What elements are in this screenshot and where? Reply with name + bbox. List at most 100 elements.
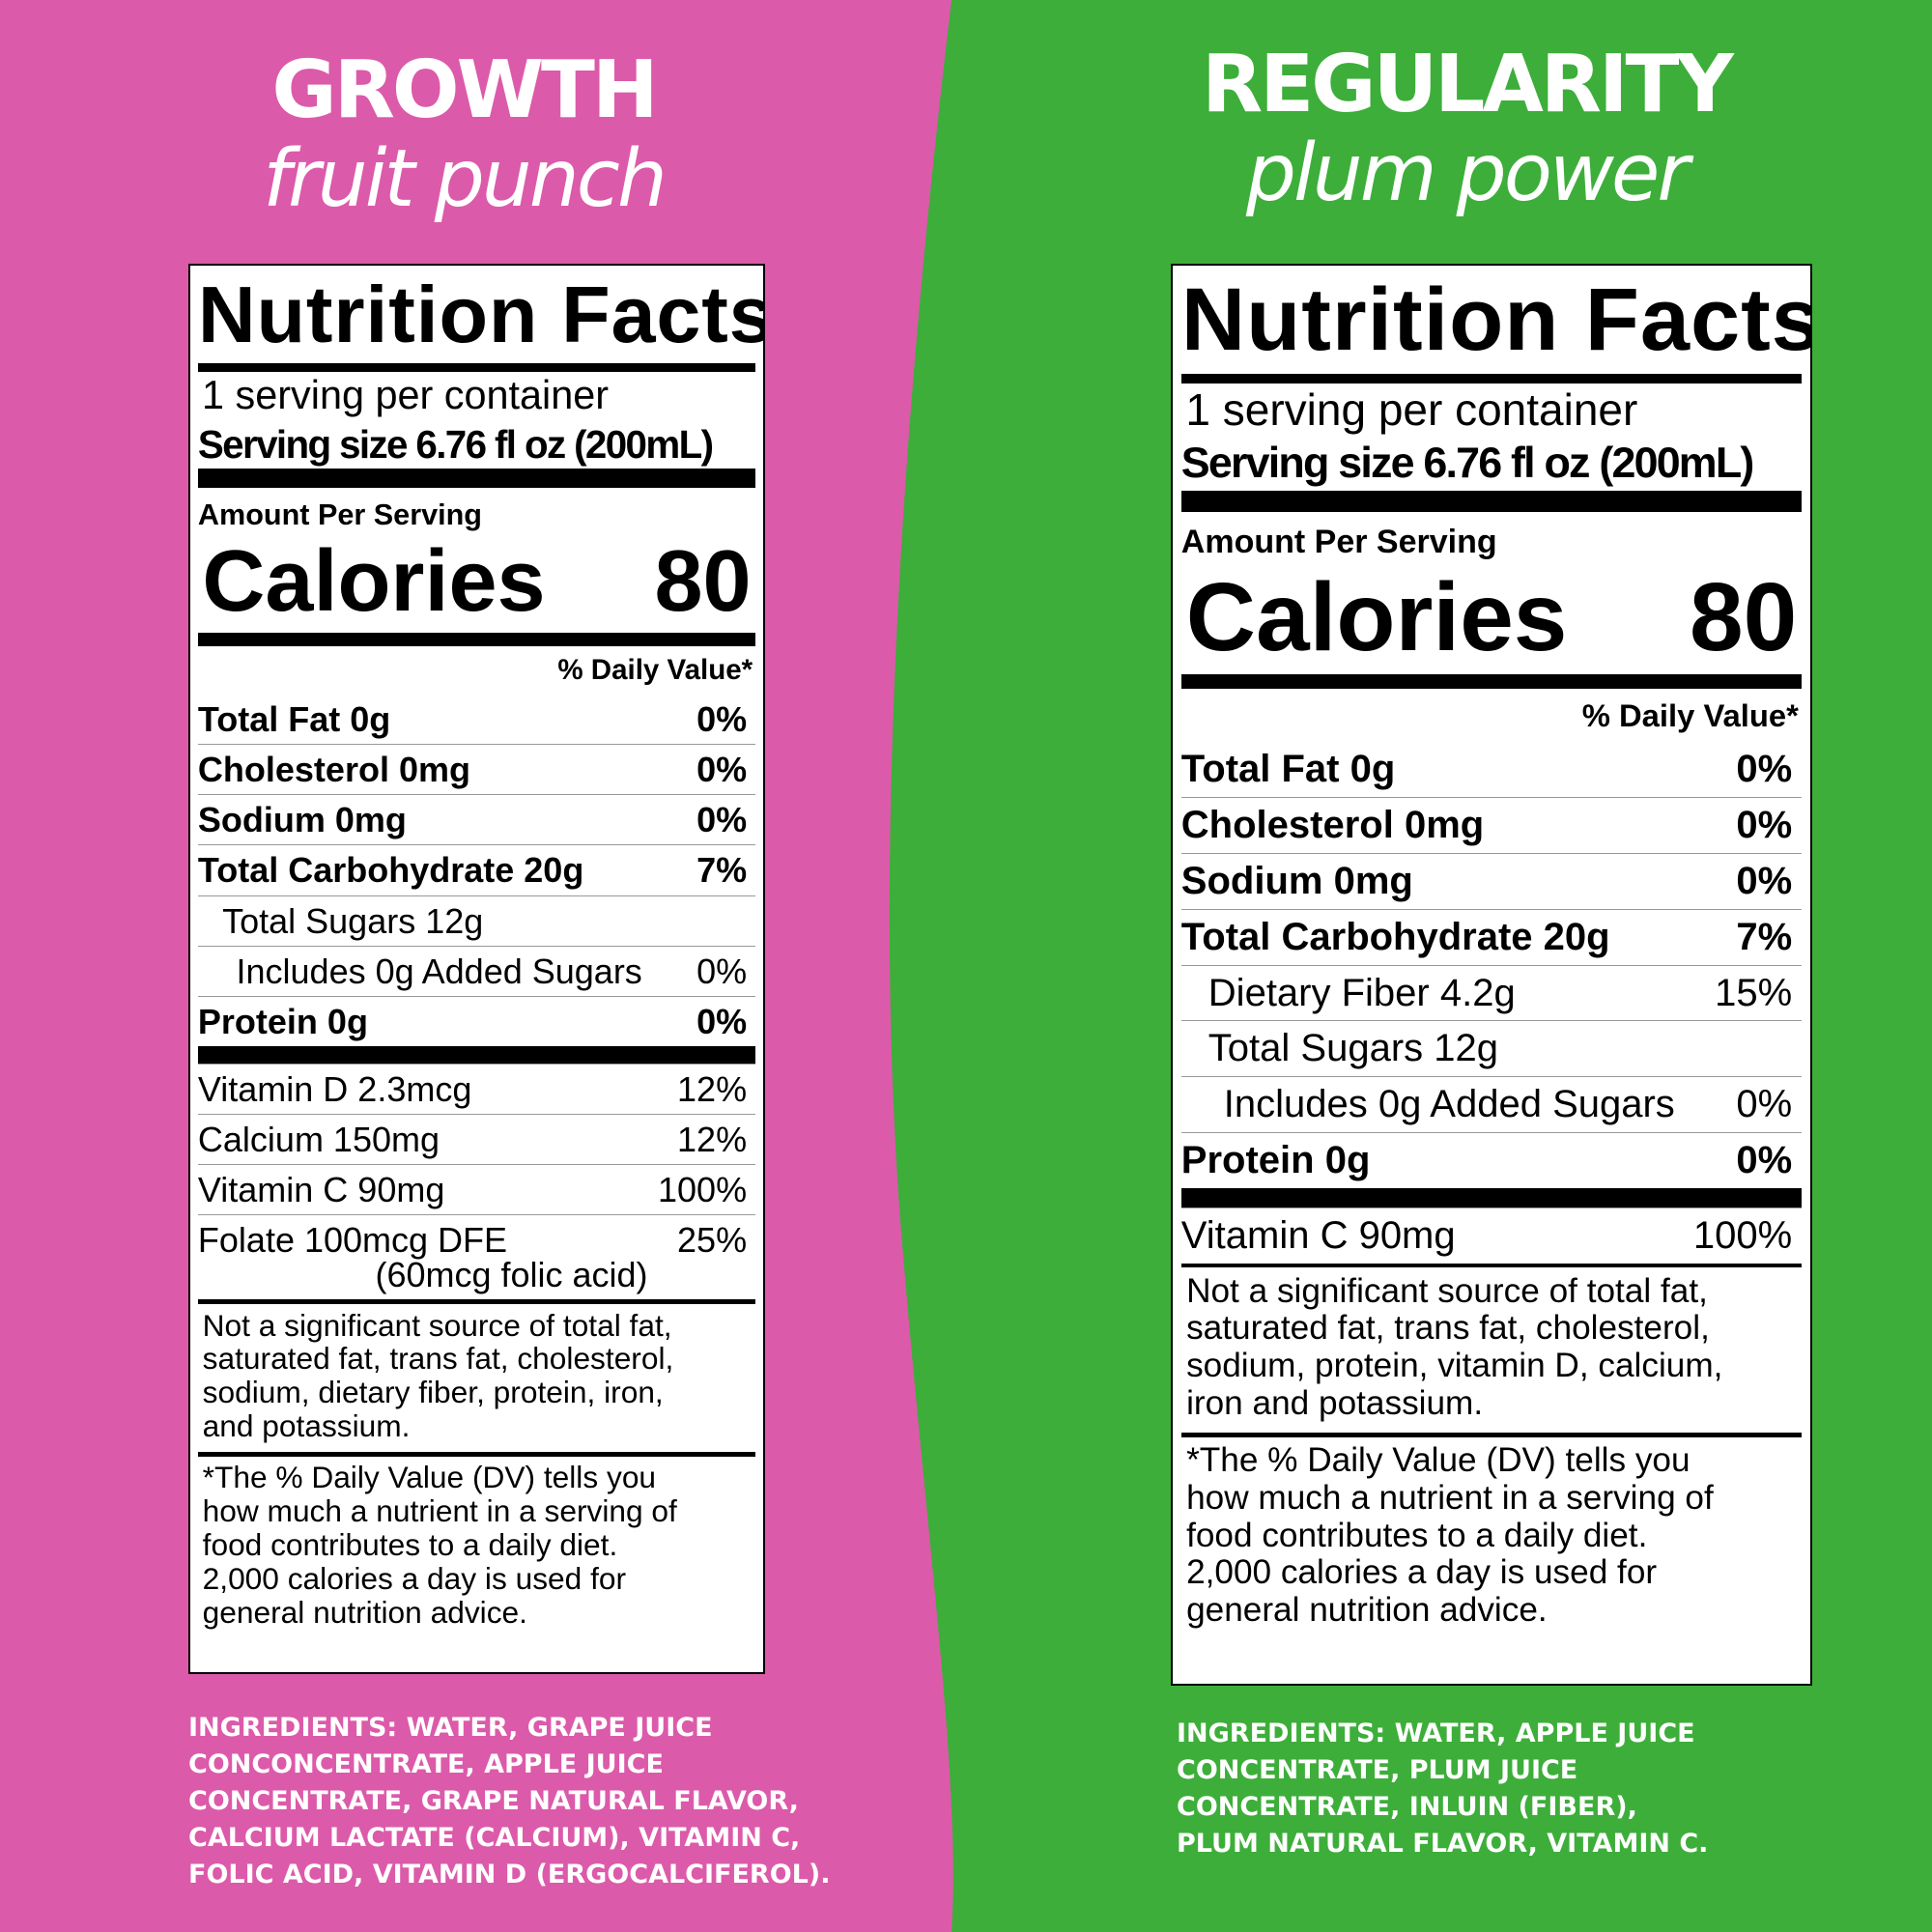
daily-value: 25% — [677, 1220, 748, 1261]
daily-value: 15% — [1715, 971, 1793, 1014]
daily-value: 12% — [677, 1120, 748, 1160]
rule — [1180, 491, 1803, 513]
nutrient-row: Protein 0g 0% — [197, 995, 756, 1046]
title-line: plum power — [1245, 128, 1690, 219]
not-significant: Not a significant source of total fat, sa… — [198, 1304, 755, 1453]
daily-value: 0% — [1736, 748, 1793, 791]
nutrient-name: Total Carbohydrate 20g — [1180, 915, 1610, 958]
nutrient-name: Dietary Fiber 4.2g — [1208, 971, 1516, 1014]
nutrient-row: Sodium 0mg 0% — [197, 794, 756, 844]
ingredients-line: CALCIUM LACTATE (CALCIUM), VITAMIN C, — [188, 1823, 801, 1853]
footnote-line: Not a significant source of total fat, — [202, 1307, 672, 1343]
footnote-line: general nutrition advice. — [1186, 1591, 1548, 1630]
ingredients: INGREDIENTS: WATER, APPLE JUICE CONCENTRA… — [1177, 1716, 1708, 1862]
calories-row: Calories 80 — [198, 536, 755, 633]
footnote-line: *The % Daily Value (DV) tells you — [202, 1460, 657, 1495]
title-line: GROWTH — [271, 44, 658, 136]
daily-value: 0% — [696, 951, 748, 991]
nutrient-name: Total Sugars 12g — [1208, 1027, 1498, 1070]
footnote-line: sodium, dietary fiber, protein, iron, — [202, 1375, 664, 1410]
ingredients-line: INGREDIENTS: WATER, GRAPE JUICE — [188, 1713, 713, 1743]
nutrient-row: Total Fat 0g 0% — [198, 695, 755, 744]
daily-value: 7% — [696, 850, 748, 891]
footnote-line: food contributes to a daily diet. — [1186, 1516, 1648, 1554]
label-title: Nutrition Facts — [1180, 270, 1812, 369]
footnote-line: and potassium. — [202, 1408, 411, 1444]
nutrient-name: Total Fat 0g — [1180, 748, 1396, 791]
calories-label: Calories — [202, 533, 546, 631]
nutrient-name: Total Fat 0g — [197, 699, 391, 740]
nutrient-row: Includes 0g Added Sugars 0% — [197, 945, 756, 996]
servings: 1 serving per container — [1185, 384, 1638, 436]
rule — [197, 1299, 756, 1304]
nutrient-row: Folate 100mcg DFE 25% — [197, 1214, 756, 1264]
daily-value: 0% — [1736, 1083, 1793, 1126]
ingredients-line: CONCENTRATE, PLUM JUICE — [1177, 1755, 1578, 1785]
nutrient-row: Calcium 150mg 12% — [197, 1114, 756, 1164]
nutrient-name: Vitamin C 90mg — [197, 1170, 445, 1210]
serving-size: Serving size 6.76 fl oz (200mL) — [1180, 439, 1755, 488]
nutrient-row: Vitamin C 90mg 100% — [197, 1164, 756, 1214]
daily-value: 12% — [677, 1068, 748, 1109]
daily-value: 0% — [1736, 804, 1793, 847]
nutrient-name: Cholesterol 0mg — [1180, 804, 1485, 847]
daily-value: 0% — [1736, 860, 1793, 903]
ingredients-line: CONCENTRATE, INLUIN (FIBER), — [1177, 1792, 1637, 1822]
nutrient-name: Includes 0g Added Sugars — [236, 951, 642, 991]
nutrient-row: Total Fat 0g 0% — [1181, 742, 1802, 797]
nutrient-row: Dietary Fiber 4.2g 15% — [1180, 964, 1803, 1021]
nutrition-label: Nutrition Facts 1 serving per container Se… — [1171, 264, 1812, 1686]
footnote-line: 2,000 calories a day is used for — [202, 1560, 627, 1596]
nutrient-name: Calcium 150mg — [197, 1120, 440, 1160]
daily-value: 0% — [696, 750, 748, 790]
ingredients-line: FOLIC ACID, VITAMIN D (ERGOCALCIFEROL). — [188, 1860, 831, 1889]
footnote-line: saturated fat, trans fat, cholesterol, — [202, 1341, 674, 1377]
calories-label: Calories — [1185, 562, 1568, 671]
rule — [197, 363, 756, 372]
rule — [1180, 374, 1803, 384]
nutrient-row: Cholesterol 0mg 0% — [1180, 797, 1803, 853]
ingredients-line: CONCONCENTRATE, APPLE JUICE — [188, 1749, 664, 1779]
nutrient-name: Includes 0g Added Sugars — [1223, 1083, 1675, 1126]
rule — [1180, 673, 1803, 689]
nutrient-row: Total Sugars 12g — [1180, 1020, 1803, 1076]
daily-value: 0% — [696, 1001, 748, 1041]
nutrient-note: (60mcg folic acid) — [375, 1255, 648, 1295]
footnote-line: how much a nutrient in a serving of — [1186, 1478, 1714, 1517]
daily-value-header: % Daily Value* — [1581, 696, 1799, 733]
nutrient-name: Cholesterol 0mg — [197, 750, 470, 790]
footnote-line: general nutrition advice. — [202, 1594, 527, 1630]
footnote-line: *The % Daily Value (DV) tells you — [1186, 1441, 1690, 1480]
footnote-line: Not a significant source of total fat, — [1186, 1271, 1708, 1310]
rule — [1180, 1187, 1803, 1208]
dv-note: *The % Daily Value (DV) tells you how muc… — [1181, 1437, 1802, 1639]
nutrient-name: Vitamin D 2.3mcg — [197, 1068, 472, 1109]
daily-value: 0% — [696, 699, 748, 740]
nutrition-label: Nutrition Facts 1 serving per container Se… — [188, 264, 765, 1674]
rule — [197, 1045, 756, 1064]
nutrient-row: Total Carbohydrate 20g 7% — [1180, 908, 1803, 965]
ingredients-line: CONCENTRATE, GRAPE NATURAL FLAVOR, — [188, 1786, 799, 1816]
serving-size: Serving size 6.76 fl oz (200mL) — [197, 421, 714, 467]
nutrient-row: Sodium 0mg 0% — [1180, 853, 1803, 909]
nutrient-row: Vitamin D 2.3mcg 12% — [197, 1063, 756, 1114]
nutrient-name: Sodium 0mg — [1180, 860, 1413, 903]
amount-per-serving: Amount Per Serving — [1180, 524, 1497, 561]
daily-value: 0% — [696, 800, 748, 840]
rule — [197, 1452, 756, 1457]
nutrient-name: Protein 0g — [197, 1001, 368, 1041]
rule — [1180, 1263, 1803, 1268]
rule — [197, 469, 756, 488]
nutrient-row: Total Carbohydrate 20g 7% — [197, 844, 756, 895]
rule — [1180, 1433, 1803, 1437]
daily-value: 7% — [1736, 915, 1793, 958]
servings: 1 serving per container — [202, 373, 610, 417]
footnote-line: sodium, protein, vitamin D, calcium, — [1186, 1347, 1723, 1385]
daily-value: 100% — [1692, 1213, 1793, 1257]
ingredients-line: INGREDIENTS: WATER, APPLE JUICE — [1177, 1719, 1695, 1748]
nutrient-row: Cholesterol 0mg 0% — [197, 744, 756, 794]
calories-value: 80 — [654, 533, 752, 631]
nutrient-name: Vitamin C 90mg — [1180, 1213, 1456, 1257]
label-title: Nutrition Facts — [197, 270, 765, 359]
